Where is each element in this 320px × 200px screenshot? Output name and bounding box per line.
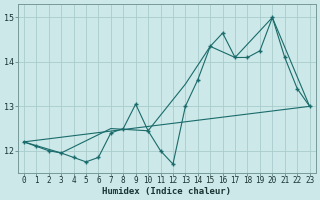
X-axis label: Humidex (Indice chaleur): Humidex (Indice chaleur) <box>102 187 231 196</box>
